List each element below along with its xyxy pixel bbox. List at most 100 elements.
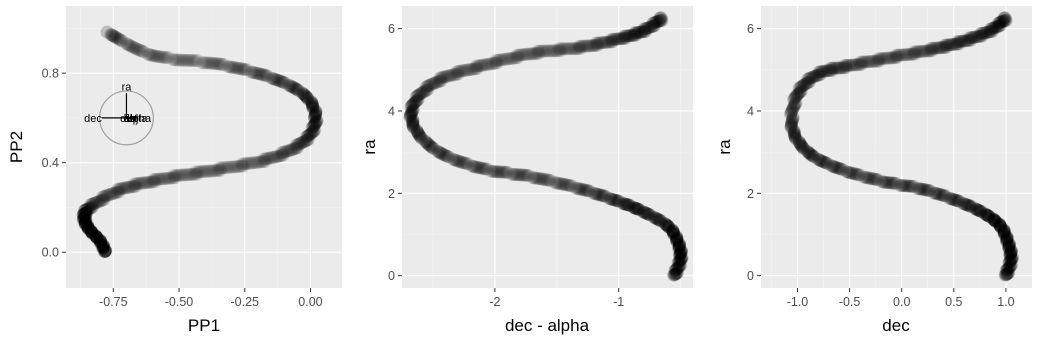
data-point [85,226,99,240]
data-point [127,177,141,191]
data-point [307,124,321,138]
data-point [823,64,837,78]
data-point [472,59,486,73]
data-point [522,47,536,61]
data-point [96,241,110,255]
data-point [442,69,456,83]
data-point [673,254,687,268]
data-point [669,267,683,281]
data-point [405,105,419,119]
data-point [301,92,315,106]
data-point [492,53,506,67]
data-point [998,13,1012,27]
data-point [968,30,982,44]
data-point [213,57,227,71]
data-point [870,54,884,68]
data-point [269,73,283,87]
data-point [667,226,681,240]
data-point [988,214,1002,228]
data-point [801,72,815,86]
data-point [78,216,92,230]
data-point [1004,245,1018,259]
data-point [604,35,618,49]
data-point [630,202,644,216]
data-point [605,33,619,47]
data-point [83,201,97,215]
data-point [183,167,197,181]
data-point [180,168,194,182]
data-point [622,198,636,212]
data-point [997,14,1011,28]
data-point [145,175,159,189]
data-point [306,125,320,139]
data-point [575,182,589,196]
data-point [98,244,112,258]
data-point [939,38,953,52]
data-point [565,42,579,56]
data-point [414,131,428,145]
data-point [839,61,853,75]
data-point [199,56,213,70]
data-point [151,50,165,64]
data-point [258,152,272,166]
data-point [788,128,802,142]
data-point [964,33,978,47]
data-point [619,29,633,43]
data-point [786,93,800,107]
data-point [425,77,439,91]
data-point [844,166,858,180]
data-point [672,255,686,269]
data-point [673,238,687,252]
data-point [978,26,992,40]
data-point [834,162,848,176]
data-point [215,57,229,71]
data-point [406,104,420,118]
data-point [291,138,305,152]
data-point [300,129,314,143]
data-point [803,147,817,161]
data-point [652,14,666,28]
data-point [864,171,878,185]
data-point [994,221,1008,235]
data-point [298,88,312,102]
data-point [96,241,110,255]
data-point [217,58,231,72]
data-point [794,80,808,94]
data-point [604,192,618,206]
data-point [300,133,314,147]
data-point [407,96,421,110]
data-point [948,193,962,207]
data-point [621,198,635,212]
data-point [82,201,96,215]
data-point [297,87,311,101]
data-point [283,143,297,157]
data-point [93,234,107,248]
data-point [551,176,565,190]
data-point [146,173,160,187]
data-point [502,52,516,66]
data-point [1002,241,1016,255]
data-point [98,244,112,258]
data-point [788,130,802,144]
data-point [627,26,641,40]
data-point [1003,248,1017,262]
data-point [78,217,92,231]
data-point [660,218,674,232]
data-point [997,224,1011,238]
data-point [555,42,569,56]
data-point [784,106,798,120]
data-point [626,28,640,42]
data-point [451,67,465,81]
data-point [632,25,646,39]
data-point [606,32,620,46]
data-point [522,169,536,183]
data-point [627,201,641,215]
data-point [974,29,988,43]
data-point [248,66,262,80]
data-point [980,25,994,39]
data-point [808,69,822,83]
data-point [442,69,456,83]
data-point [993,219,1007,233]
data-point [437,148,451,162]
data-point [924,44,938,58]
